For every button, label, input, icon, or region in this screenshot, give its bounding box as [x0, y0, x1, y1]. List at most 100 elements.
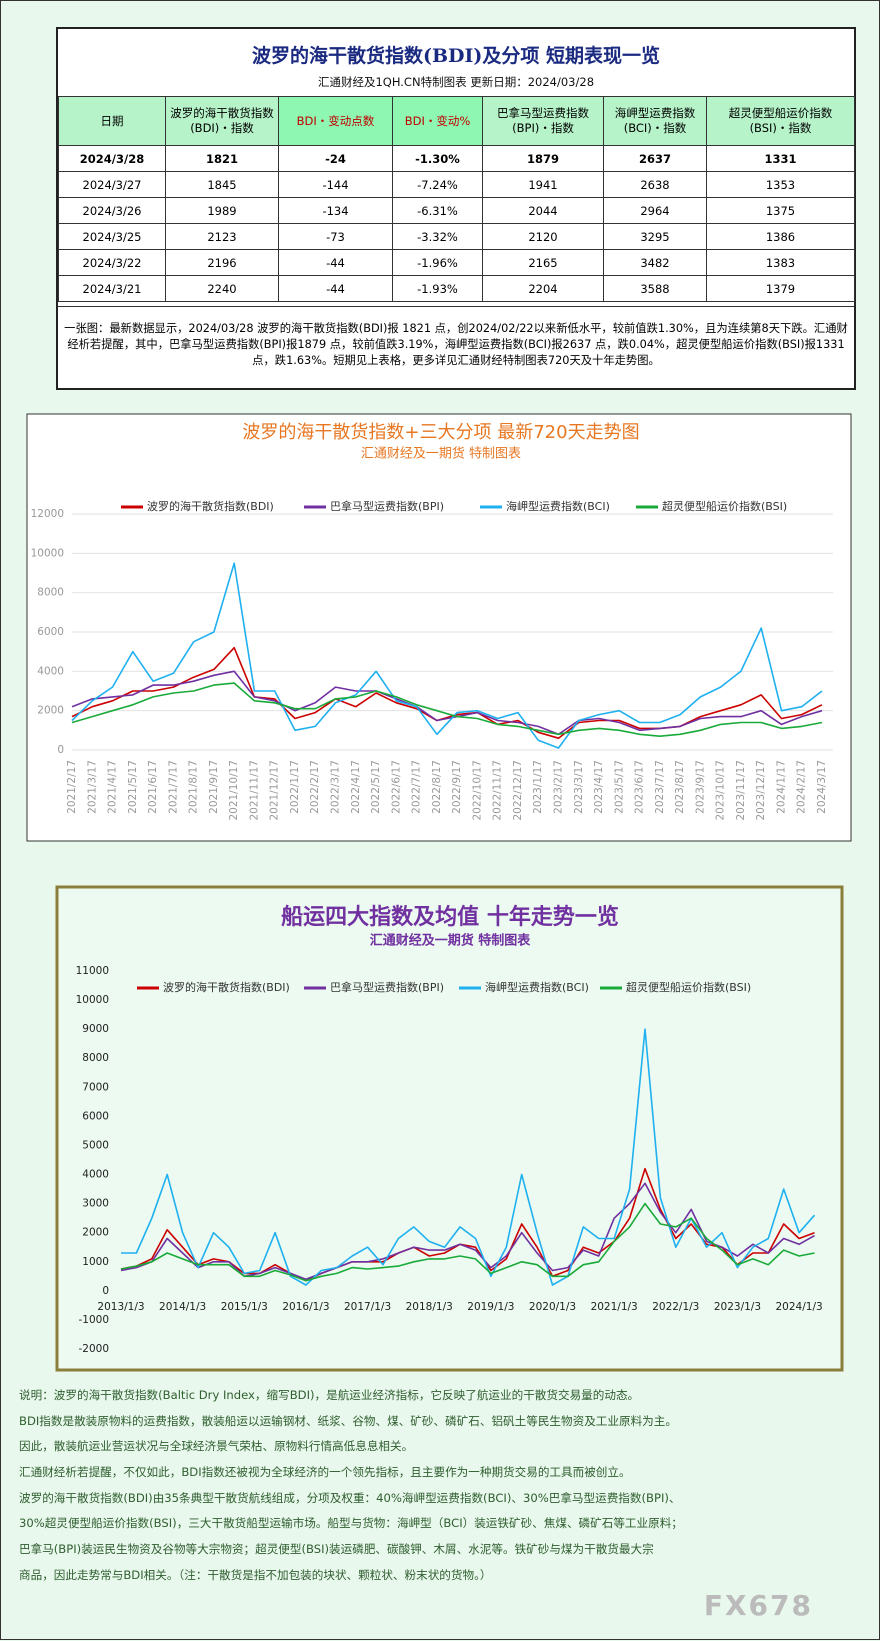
- y-tick-label: 4000: [82, 1169, 109, 1181]
- x-tick-label: 2021/2/17: [66, 760, 78, 814]
- column-header: 波罗的海干散货指数 (BDI)・指数: [165, 96, 279, 146]
- column-header: 巴拿马型运费指数 (BPI)・指数: [482, 96, 604, 146]
- series-line: [120, 1182, 815, 1280]
- x-tick-label: 2022/2/17: [309, 760, 321, 814]
- table-row: 2024/3/27 1845 -144 -7.24% 1941 2638 1353: [58, 171, 855, 198]
- table-cell: 2204: [482, 275, 604, 302]
- table-cell: 2165: [482, 249, 604, 276]
- x-tick-label: 2024/1/17: [775, 760, 787, 814]
- legend-label: 超灵便型船运价指数(BSI): [662, 499, 787, 513]
- x-tick-label: 2021/9/17: [208, 760, 220, 814]
- summary-text: 一张图：最新数据显示，2024/03/28 波罗的海干散货指数(BDI)报 18…: [58, 306, 854, 388]
- table-cell: 1375: [706, 197, 855, 224]
- y-tick-label: 8000: [37, 587, 64, 599]
- x-tick-label: 2023/11/17: [735, 760, 747, 821]
- series-line: [120, 1202, 815, 1282]
- x-tick-label: 2022/3/17: [330, 760, 342, 814]
- column-header: BDI・变动%: [392, 96, 483, 146]
- x-tick-label: 2024/1/3: [776, 1301, 823, 1313]
- legend-label: 波罗的海干散货指数(BDI): [163, 980, 290, 994]
- table-cell: 2123: [165, 223, 279, 250]
- x-tick-label: 2019/1/3: [467, 1301, 514, 1313]
- series-line: [121, 1028, 816, 1286]
- x-tick-label: 2022/9/17: [451, 760, 463, 814]
- table-cell: 2638: [603, 171, 707, 198]
- table-cell: 2024/3/26: [58, 197, 166, 224]
- table-cell: 1821: [165, 145, 279, 172]
- x-tick-label: 2021/12/17: [269, 760, 281, 821]
- table-cell: 1353: [706, 171, 855, 198]
- note-line: 说明：波罗的海干散货指数(Baltic Dry Index，缩写BDI)，是航运…: [19, 1388, 640, 1402]
- y-tick-label: 6000: [82, 1110, 109, 1122]
- x-tick-label: 2017/1/3: [344, 1301, 391, 1313]
- y-tick-label: -1000: [78, 1314, 109, 1326]
- series-line: [71, 682, 823, 737]
- table-cell: 2024/3/22: [58, 249, 166, 276]
- series-line: [71, 646, 823, 739]
- series-line: [71, 562, 823, 749]
- table-cell: -44: [278, 249, 393, 276]
- table-cell: -1.96%: [392, 249, 483, 276]
- chart-title: 船运四大指数及均值 十年走势一览: [281, 904, 619, 930]
- x-tick-label: 2023/4/17: [593, 760, 605, 814]
- table-body: 2024/3/28 1821 -24 -1.30% 1879 2637 1331 2024/3…: [58, 145, 855, 302]
- table-cell: -144: [278, 171, 393, 198]
- x-tick-label: 2021/11/17: [248, 760, 260, 821]
- legend-label: 超灵便型船运价指数(BSI): [626, 980, 751, 994]
- x-tick-label: 2022/6/17: [390, 760, 402, 814]
- y-tick-label: 2000: [82, 1227, 109, 1239]
- column-header: 海岬型运费指数 (BCI)・指数: [603, 96, 707, 146]
- table-cell: 1879: [482, 145, 604, 172]
- legend-label: 巴拿马型运费指数(BPI): [330, 980, 444, 994]
- y-tick-label: 0: [102, 1285, 109, 1297]
- note-line: 波罗的海干散货指数(BDI)由35条典型干散货航线组成，分项及权重：40%海岬型…: [19, 1490, 681, 1505]
- y-tick-label: 10000: [76, 994, 109, 1006]
- table-cell: -1.30%: [392, 145, 483, 172]
- table-cell: 1845: [165, 171, 279, 198]
- table-cell: 3295: [603, 223, 707, 250]
- x-tick-label: 2021/8/17: [188, 760, 200, 814]
- table-row: 2024/3/28 1821 -24 -1.30% 1879 2637 1331: [58, 145, 855, 172]
- chart-title: 波罗的海干散货指数+三大分项 最新720天走势图: [242, 422, 639, 443]
- table-cell: 2240: [165, 275, 279, 302]
- table-cell: -134: [278, 197, 393, 224]
- y-tick-label: 2000: [37, 705, 64, 717]
- note-line: 因此，散装航运业营运状况与全球经济景气荣枯、原物料行情高低息息相关。: [19, 1439, 414, 1454]
- y-tick-label: 6000: [37, 626, 64, 638]
- table-cell: -1.93%: [392, 275, 483, 302]
- legend-label: 巴拿马型运费指数(BPI): [330, 499, 444, 513]
- x-tick-label: 2015/1/3: [221, 1301, 268, 1313]
- chart-frame: [55, 885, 844, 1372]
- chart-frame: [26, 413, 852, 842]
- column-header: 日期: [58, 96, 166, 146]
- y-tick-label: 4000: [37, 665, 64, 677]
- y-tick-label: 8000: [82, 1052, 109, 1064]
- table-cell: 2120: [482, 223, 604, 250]
- table-cell: 2024/3/25: [58, 223, 166, 250]
- x-tick-label: 2022/1/17: [289, 760, 301, 814]
- notes: 说明：波罗的海干散货指数(Baltic Dry Index，缩写BDI)，是航运…: [19, 1383, 869, 1589]
- y-tick-label: 3000: [82, 1198, 109, 1210]
- x-tick-label: 2021/4/17: [107, 760, 119, 814]
- table-subtitle: 汇通财经及1QH.CN特制图表 更新日期：2024/03/28: [317, 75, 595, 89]
- note-line: 巴拿马(BPI)装运民生物资及谷物等大宗物资；超灵便型(BSI)装运磷肥、碳酸钾…: [19, 1542, 654, 1557]
- summary-table-panel: 波罗的海干散货指数(BDI)及分项 短期表现一览 汇通财经及1QH.CN特制图表…: [56, 27, 856, 390]
- x-tick-label: 2023/12/17: [755, 760, 767, 821]
- table-cell: -7.24%: [392, 171, 483, 198]
- table-row: 2024/3/26 1989 -134 -6.31% 2044 2964 1375: [58, 197, 855, 224]
- x-tick-label: 2023/3/17: [573, 760, 585, 814]
- watermark: FX678: [703, 1589, 813, 1622]
- table-cell: 1331: [706, 145, 855, 172]
- x-tick-label: 2022/11/17: [492, 760, 504, 821]
- table-cell: 2024/3/27: [58, 171, 166, 198]
- table-cell: 1941: [482, 171, 604, 198]
- table-cell: 2044: [482, 197, 604, 224]
- legend-label: 波罗的海干散货指数(BDI): [147, 499, 274, 513]
- x-tick-label: 2016/1/3: [282, 1301, 329, 1313]
- note-line: BDI指数是散装原物料的运费指数，散装船运以运输钢材、纸浆、谷物、煤、矿砂、磷矿…: [19, 1413, 677, 1428]
- chart-subtitle: 汇通财经及一期货 特制图表: [370, 933, 532, 949]
- y-tick-label: 5000: [82, 1139, 109, 1151]
- legend-label: 海岬型运费指数(BCI): [485, 980, 589, 994]
- x-tick-label: 2022/7/17: [411, 760, 423, 814]
- y-tick-label: 9000: [82, 1023, 109, 1035]
